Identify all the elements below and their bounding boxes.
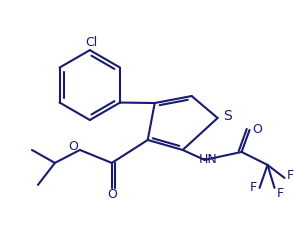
Text: F: F [250,181,257,194]
Text: F: F [277,187,284,200]
Text: O: O [253,123,263,136]
Text: F: F [287,169,294,183]
Text: O: O [68,141,78,153]
Text: Cl: Cl [86,36,98,49]
Text: HN: HN [198,153,217,166]
Text: O: O [107,188,117,201]
Text: S: S [223,109,232,123]
